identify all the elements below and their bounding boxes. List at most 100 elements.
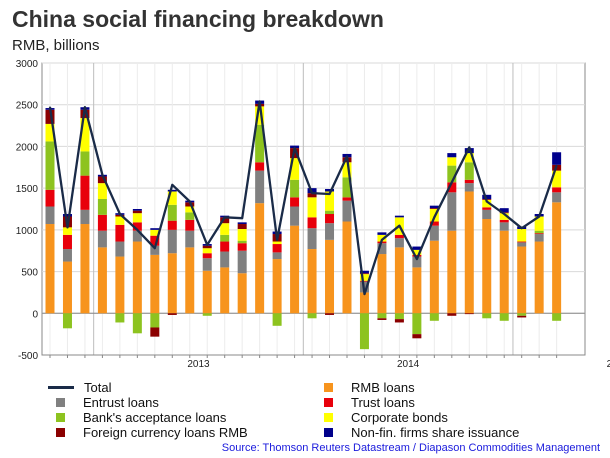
bar-rmb [255,203,265,314]
bar-bank [185,212,195,220]
bar-bank [534,230,544,234]
total-point [433,216,436,219]
bar-equity [167,189,177,192]
bar-trust [237,243,247,251]
bar-rmb [150,254,160,314]
legend-swatch-bonds [324,413,333,422]
bar-equity [394,215,404,218]
bar-equity [237,222,247,225]
bar-trust [325,214,335,224]
bar-bonds [237,229,247,241]
total-point [276,239,278,241]
bar-equity [447,153,457,158]
bar-rmb [132,241,142,314]
legend-label-bank: Bank's acceptance loans [83,410,227,425]
bar-entrust [185,230,195,248]
bar-bank [132,313,142,334]
bar-bonds [80,118,90,152]
y-tick-label: 0 [32,309,38,320]
bar-bonds [517,229,527,242]
total-point [101,173,104,176]
total-point [381,239,383,241]
bar-trust [534,233,544,235]
bar-bonds [272,241,282,245]
chart: -500 0 500 1000 1500 2000 2500 3000 2013 2014 2015 [16,59,610,370]
bar-bank [482,313,492,319]
bar-entrust [115,241,125,257]
bar-trust [115,224,125,242]
bar-bank [517,313,527,316]
bar-entrust [150,245,160,255]
y-tick-label: -500 [18,351,38,362]
y-tick-label: 500 [21,268,38,279]
bar-bank [290,179,300,198]
bar-bank [377,313,387,319]
bar-fx [307,193,317,198]
bar-trust [552,187,562,193]
bar-bank [255,124,265,163]
bar-fx [115,214,125,217]
bar-fx [132,210,142,214]
bar-entrust [464,183,474,192]
bar-trust [359,280,369,282]
bar-trust [307,217,317,229]
total-point [258,100,261,103]
y-tick-label: 1500 [16,184,39,195]
legend-item-bonds: Corporate bonds [316,410,448,425]
bar-equity [552,152,562,165]
bar-bonds [482,199,492,208]
total-point [555,164,558,167]
bar-trust [45,189,55,207]
bar-bonds [377,234,387,242]
bar-equity [132,209,142,211]
bar-trust [517,241,527,243]
x-tick-label: 2015 [607,359,610,370]
bar-fx [517,315,527,318]
legend-swatch-entrust [56,398,65,407]
bar-trust [499,219,509,223]
bar-entrust [447,192,457,231]
bar-fx [429,208,439,209]
bar-rmb [534,241,544,314]
total-point [416,258,418,260]
bar-bonds [464,153,474,163]
bar-equity [325,188,335,192]
total-point [520,227,523,229]
bar-fx [447,313,457,316]
bar-bonds [325,191,335,211]
total-point [346,155,348,158]
legend-item-trust: Trust loans [316,395,415,410]
y-tick-label: 1000 [16,226,39,237]
bar-rmb [394,247,404,314]
bar-bank [464,162,474,180]
bar-entrust [132,230,142,242]
total-point [538,215,540,218]
bar-bonds [534,216,544,231]
legend-label-total: Total [84,380,112,395]
bar-fx [150,327,160,337]
legend-swatch-bank [56,413,65,422]
bar-bank [202,313,212,316]
bar-equity [412,246,422,250]
bar-equity [290,145,300,149]
bar-bonds [45,123,55,142]
bar-entrust [237,250,247,274]
bar-rmb [80,224,90,314]
legend-item-equity: Non-fin. firms share issuance [316,425,519,440]
bar-bank [307,313,317,319]
bar-fx [202,245,212,249]
total-point [154,247,156,250]
bar-entrust [45,206,55,225]
bar-bonds [132,213,142,223]
bar-entrust [552,192,562,203]
legend-swatch-total [48,386,74,389]
bar-rmb [482,219,492,314]
total-point [49,106,51,109]
bar-bank [325,210,335,215]
bar-rmb [62,261,72,314]
bar-bank [115,313,125,323]
chart-title: China social financing breakdown [12,6,384,32]
bar-rmb [429,240,439,314]
bar-rmb [499,230,509,314]
bar-bonds [447,157,457,166]
